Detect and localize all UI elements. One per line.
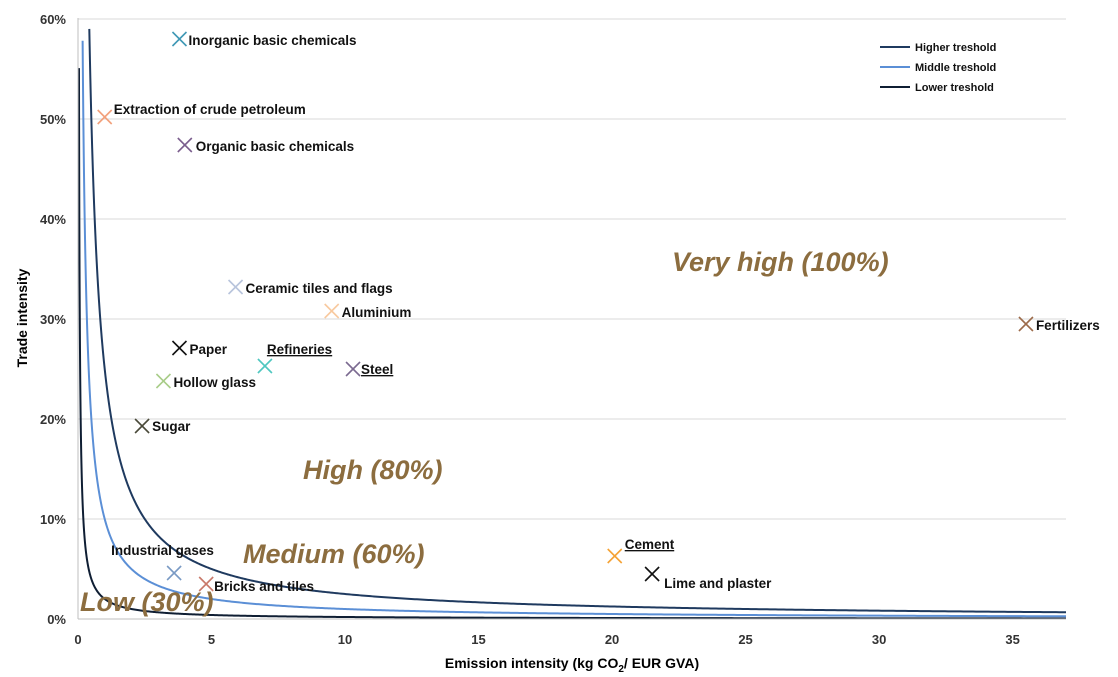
curve-higher-threshold xyxy=(88,28,1067,614)
point-label: Cement xyxy=(625,537,675,552)
zone-label-very-high: Very high (100%) xyxy=(672,247,889,277)
point-hollow-glass: Hollow glass xyxy=(155,373,256,390)
point-extraction-of-crude-petroleum: Extraction of crude petroleum xyxy=(97,102,306,125)
x-tick-label: 5 xyxy=(208,632,215,647)
point-paper: Paper xyxy=(171,340,228,357)
point-marker xyxy=(345,361,361,377)
y-tick-label: 20% xyxy=(40,412,66,427)
point-marker xyxy=(257,358,273,374)
x-tick-label: 0 xyxy=(74,632,81,647)
point-label: Industrial gases xyxy=(111,543,214,558)
point-label: Paper xyxy=(189,342,227,357)
y-tick-label: 30% xyxy=(40,312,66,327)
point-steel: Steel xyxy=(345,361,393,377)
zone-label-low: Low (30%) xyxy=(80,587,214,617)
curve-middle-threshold xyxy=(81,40,1067,618)
x-axis-title-tail: / EUR GVA) xyxy=(624,655,699,671)
y-axis-title: Trade intensity xyxy=(14,268,30,367)
point-label: Ceramic tiles and flags xyxy=(246,281,393,296)
point-label: Refineries xyxy=(267,342,332,357)
legend-label-higher: Higher treshold xyxy=(915,42,996,54)
point-refineries: Refineries xyxy=(257,342,332,374)
x-tick-label: 15 xyxy=(471,632,485,647)
point-lime-and-plaster: Lime and plaster xyxy=(644,566,772,591)
zone-labels: Very high (100%) High (80%) Medium (60%)… xyxy=(80,247,889,617)
x-tick-label: 20 xyxy=(605,632,619,647)
zone-label-medium: Medium (60%) xyxy=(243,539,425,569)
x-axis-title-main: Emission intensity (kg CO xyxy=(445,655,619,671)
point-label: Bricks and tiles xyxy=(214,579,314,594)
x-tick-label: 35 xyxy=(1005,632,1019,647)
point-marker xyxy=(97,109,113,125)
point-marker xyxy=(177,137,193,153)
zone-label-high: High (80%) xyxy=(303,455,443,485)
point-label: Aluminium xyxy=(342,305,412,320)
legend-label-lower: Lower treshold xyxy=(915,82,994,94)
threshold-curves xyxy=(77,28,1067,620)
gridlines xyxy=(78,18,1066,520)
point-marker xyxy=(198,576,214,592)
axes xyxy=(77,18,1066,620)
point-label: Steel xyxy=(361,362,393,377)
x-tick-label: 10 xyxy=(338,632,352,647)
point-fertilizers: Fertilizers xyxy=(1018,316,1100,333)
y-tick-label: 40% xyxy=(40,212,66,227)
point-marker xyxy=(134,418,150,434)
x-axis-title-subscript: 2 xyxy=(618,664,624,675)
data-points: Inorganic basic chemicals Extraction of c… xyxy=(97,31,1100,594)
point-label: Fertilizers xyxy=(1036,318,1100,333)
x-tick-labels: 0 5 10 15 20 25 30 35 xyxy=(74,632,1019,647)
y-tick-label: 10% xyxy=(40,512,66,527)
point-sugar: Sugar xyxy=(134,418,191,434)
y-tick-label: 0% xyxy=(47,612,66,627)
legend-label-middle: Middle treshold xyxy=(915,62,996,74)
point-marker xyxy=(607,548,623,564)
point-bricks-and-tiles: Bricks and tiles xyxy=(198,576,314,594)
point-ceramic-tiles-and-flags: Ceramic tiles and flags xyxy=(227,279,393,296)
point-label: Organic basic chemicals xyxy=(196,139,354,154)
point-marker xyxy=(324,303,340,319)
point-label: Hollow glass xyxy=(173,375,256,390)
x-tick-label: 25 xyxy=(738,632,752,647)
curve-lower-threshold xyxy=(77,68,1066,620)
point-marker xyxy=(155,373,172,389)
point-marker xyxy=(171,31,188,47)
x-tick-label: 30 xyxy=(872,632,886,647)
point-marker xyxy=(171,340,188,356)
y-tick-label: 50% xyxy=(40,112,66,127)
y-tick-labels: 0% 10% 20% 30% 40% 50% 60% xyxy=(40,12,66,627)
legend: Higher treshold Middle treshold Lower tr… xyxy=(880,42,996,94)
point-marker xyxy=(1018,316,1034,332)
point-marker xyxy=(644,566,660,582)
point-cement: Cement xyxy=(607,537,675,564)
point-label: Sugar xyxy=(152,419,191,434)
point-marker xyxy=(227,279,244,295)
point-marker xyxy=(166,565,182,581)
x-axis-title: Emission intensity (kg CO2/ EUR GVA) xyxy=(445,655,699,675)
y-tick-label: 60% xyxy=(40,12,66,27)
point-label: Extraction of crude petroleum xyxy=(114,102,306,117)
point-aluminium: Aluminium xyxy=(324,303,412,320)
point-industrial-gases: Industrial gases xyxy=(111,543,214,581)
point-inorganic-basic-chemicals: Inorganic basic chemicals xyxy=(171,31,357,48)
point-label: Lime and plaster xyxy=(664,576,772,591)
point-label: Inorganic basic chemicals xyxy=(188,33,356,48)
point-organic-basic-chemicals: Organic basic chemicals xyxy=(177,137,354,154)
